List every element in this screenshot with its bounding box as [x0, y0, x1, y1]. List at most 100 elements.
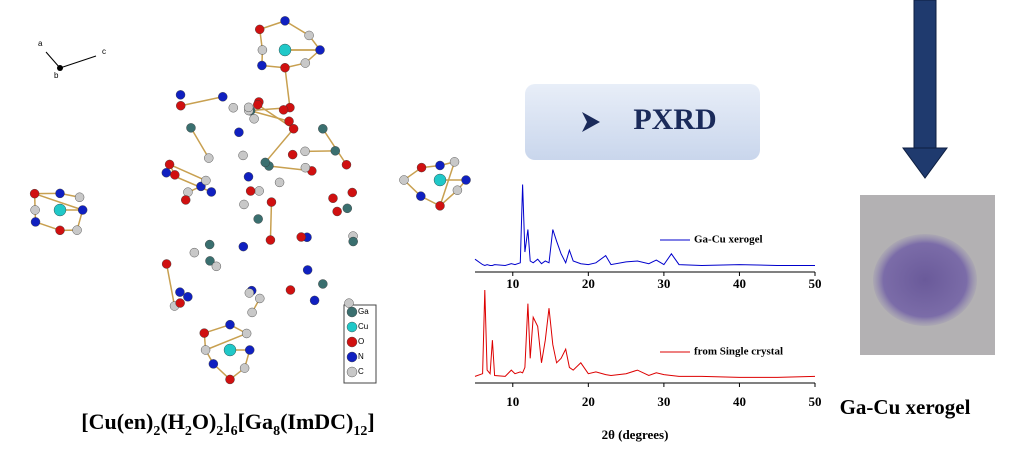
- atom: [207, 187, 216, 196]
- xerogel-powder: [873, 234, 977, 326]
- atom: [434, 174, 446, 186]
- atom: [310, 296, 319, 305]
- formula-subscript: 12: [353, 424, 367, 439]
- atom: [281, 63, 290, 72]
- formula-subscript: 8: [273, 424, 280, 439]
- atom: [416, 192, 425, 201]
- atom: [239, 151, 248, 160]
- atom: [342, 160, 351, 169]
- atom: [205, 240, 214, 249]
- atom: [275, 178, 284, 187]
- atom: [170, 170, 179, 179]
- atom: [255, 186, 264, 195]
- atom: [245, 288, 254, 297]
- atom: [348, 188, 357, 197]
- atom: [301, 59, 310, 68]
- arrow-shaft: [914, 0, 936, 150]
- atom: [288, 150, 297, 159]
- x-tick-label: 20: [582, 276, 595, 291]
- bond: [285, 68, 290, 108]
- atom: [245, 346, 254, 355]
- atom: [229, 103, 238, 112]
- atom: [30, 189, 39, 198]
- legend-label: Ga-Cu xerogel: [694, 234, 763, 246]
- atom: [56, 226, 65, 235]
- atom: [186, 123, 195, 132]
- atom: [176, 90, 185, 99]
- atom: [175, 288, 184, 297]
- atom: [450, 157, 459, 166]
- atom: [289, 124, 298, 133]
- formula-part: O): [192, 409, 216, 434]
- legend-label: from Single crystal: [694, 346, 783, 358]
- atom: [343, 204, 352, 213]
- axis-arrow: [46, 52, 60, 68]
- atom: [181, 195, 190, 204]
- atom: [261, 158, 270, 167]
- atom: [301, 163, 310, 172]
- atom: [176, 101, 185, 110]
- legend-label: Cu: [358, 322, 368, 331]
- legend-atom: [347, 322, 357, 332]
- x-tick-label: 30: [657, 394, 670, 409]
- atom: [226, 375, 235, 384]
- atom: [201, 346, 210, 355]
- figure: Ga-Cu xerogel PXRD [Cu(en)2(H2O)2]6[Ga8(…: [0, 0, 1012, 445]
- atom: [248, 308, 257, 317]
- atom: [462, 176, 471, 185]
- legend-label: Ga: [358, 307, 369, 316]
- atom: [176, 299, 185, 308]
- atom: [73, 226, 82, 235]
- atom: [349, 237, 358, 246]
- x-tick-label: 30: [657, 276, 670, 291]
- atom: [190, 248, 199, 257]
- atom: [240, 364, 249, 373]
- atom: [183, 188, 192, 197]
- atom: [279, 105, 288, 114]
- atom: [417, 163, 426, 172]
- atom: [301, 147, 310, 156]
- legend-atom: [347, 337, 357, 347]
- atom: [303, 265, 312, 274]
- atom: [318, 279, 327, 288]
- atom: [226, 320, 235, 329]
- x-tick-label: 40: [733, 394, 746, 409]
- atom: [239, 200, 248, 209]
- x-tick-label: 10: [506, 276, 519, 291]
- atom: [165, 160, 174, 169]
- formula: [Cu(en)2(H2O)2]6[Ga8(ImDC)12]: [81, 409, 374, 439]
- formula-subscript: 6: [231, 424, 238, 439]
- atom: [54, 204, 66, 216]
- atom: [250, 114, 259, 123]
- atom: [297, 233, 306, 242]
- atom: [75, 193, 84, 202]
- axis-arrow: [60, 56, 96, 68]
- bond: [181, 97, 223, 106]
- x-tick-label: 10: [506, 394, 519, 409]
- atom: [328, 194, 337, 203]
- atom: [281, 16, 290, 25]
- bond: [191, 128, 209, 158]
- x-tick-label: 50: [809, 276, 822, 291]
- atom: [254, 214, 263, 223]
- bond: [270, 202, 271, 240]
- x-tick-label: 40: [733, 276, 746, 291]
- atom: [200, 329, 209, 338]
- atom: [224, 344, 236, 356]
- atom: [253, 100, 262, 109]
- atom: [78, 206, 87, 215]
- atom: [258, 46, 267, 55]
- formula-part: ]: [223, 409, 230, 434]
- x-tick-label: 20: [582, 394, 595, 409]
- atom: [453, 186, 462, 195]
- atom: [162, 259, 171, 268]
- x-axis-label: 2θ (degrees): [602, 427, 669, 442]
- atom: [257, 61, 266, 70]
- atom: [218, 92, 227, 101]
- legend-atom: [347, 307, 357, 317]
- formula-part: (ImDC): [280, 409, 353, 434]
- atom: [267, 198, 276, 207]
- atom: [31, 206, 40, 215]
- bond: [167, 264, 175, 306]
- legend-label: C: [358, 367, 364, 376]
